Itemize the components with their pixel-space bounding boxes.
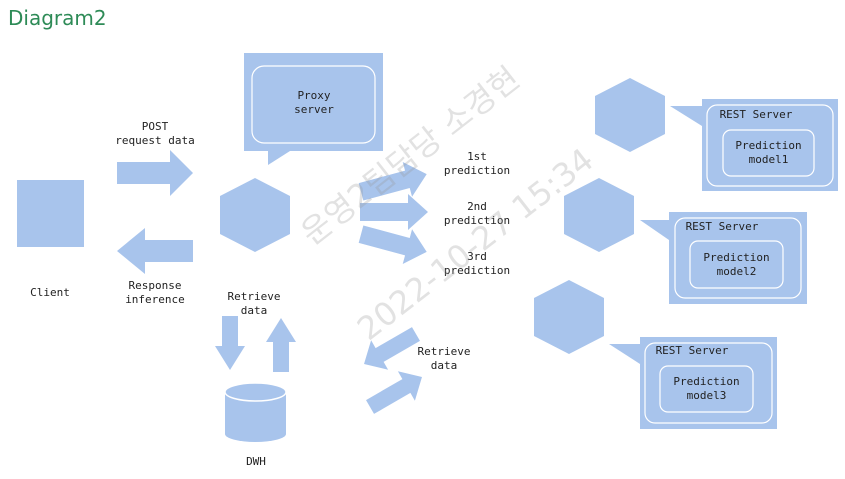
retrieve-up-arrow	[266, 318, 296, 372]
server2-model: Prediction model2	[703, 251, 770, 278]
response-label: Response inference	[125, 279, 185, 306]
server3-title: REST Server	[655, 344, 729, 357]
post-arrow	[117, 150, 193, 196]
proxy-label: Proxy server	[294, 89, 334, 116]
retrieve-left-label: Retrieve data	[227, 290, 281, 317]
rest-server-1	[670, 99, 838, 191]
proxy-callout	[244, 53, 383, 165]
retrieve-down-arrow	[215, 316, 245, 370]
prediction1-label: 1st prediction	[443, 150, 511, 177]
retrieve-in-arrow	[364, 327, 420, 370]
retrieve-right-label: Retrieve data	[417, 345, 471, 372]
prediction3-label: 3rd prediction	[443, 250, 511, 277]
server2-title: REST Server	[685, 220, 759, 233]
model2-hexagon	[564, 178, 634, 252]
prediction2-label: 2nd prediction	[443, 200, 511, 227]
prediction1-arrow	[358, 161, 427, 201]
model3-hexagon	[534, 280, 604, 354]
rest-server-2	[640, 212, 807, 304]
prediction2-arrow	[360, 194, 428, 230]
server1-title: REST Server	[719, 108, 793, 121]
server3-model: Prediction model3	[673, 375, 740, 402]
client-box	[17, 180, 84, 247]
response-arrow	[117, 228, 193, 274]
retrieve-out-arrow	[366, 371, 422, 414]
server1-model: Prediction model1	[735, 139, 802, 166]
diagram-title: Diagram2	[8, 6, 107, 30]
rest-server-3	[609, 337, 777, 429]
model1-hexagon	[595, 78, 665, 152]
dwh-label: DWH	[246, 455, 266, 468]
prediction3-arrow	[358, 225, 427, 265]
proxy-hexagon	[220, 178, 290, 252]
post-label: POST request data	[115, 120, 195, 147]
dwh-cylinder	[224, 382, 287, 442]
client-label: Client	[30, 286, 70, 299]
